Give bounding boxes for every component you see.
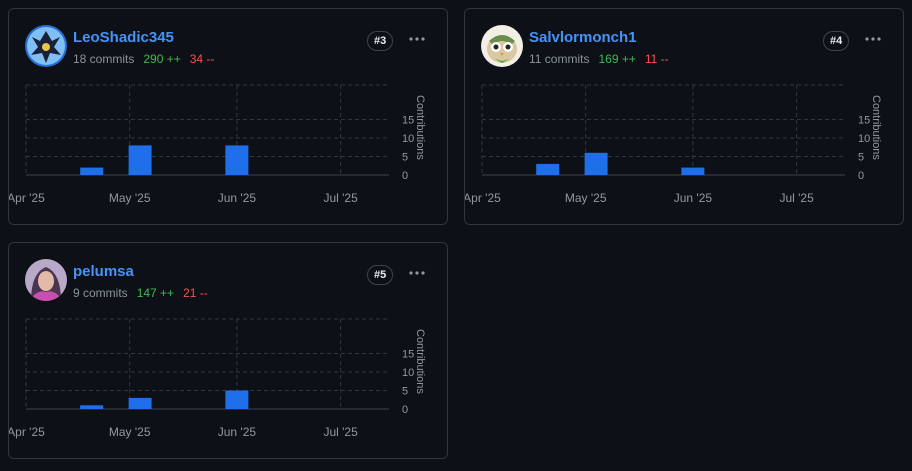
additions-count: 147 ++ <box>136 286 175 300</box>
commit-stats: 18 commits 290 ++ 34 -- <box>73 52 214 66</box>
rank-badge: #5 <box>367 265 394 285</box>
commit-stats: 11 commits 169 ++ 11 -- <box>529 52 669 66</box>
y-tick-label: 15 <box>402 349 414 361</box>
x-tick-label: Apr '25 <box>9 191 45 205</box>
kebab-horizontal-icon <box>865 37 881 41</box>
commit-count[interactable]: 11 commits <box>529 52 590 66</box>
more-options-button[interactable] <box>405 263 429 283</box>
username-link[interactable]: pelumsa <box>73 263 134 280</box>
rank-badge: #3 <box>367 31 394 51</box>
x-tick-label: Jun '25 <box>674 191 713 205</box>
x-tick-label: Apr '25 <box>9 425 45 439</box>
commit-count[interactable]: 18 commits <box>73 52 135 66</box>
x-tick-label: Apr '25 <box>465 191 501 205</box>
y-tick-label: 15 <box>858 115 870 127</box>
additions-count: 169 ++ <box>598 52 636 66</box>
contribution-bar <box>584 152 608 175</box>
contributor-card: 0 5 10 15 Apr '25 May '25 Jun '25 Jul '25 Contri… <box>8 242 448 459</box>
x-tick-label: Jun '25 <box>218 425 257 439</box>
y-tick-label: 5 <box>402 386 408 398</box>
commit-count[interactable]: 9 commits <box>73 286 128 300</box>
contributor-card: 0 5 10 15 Apr '25 May '25 Jun '25 Jul '25 Contri… <box>8 8 448 225</box>
contribution-bar <box>128 145 152 175</box>
kebab-horizontal-icon <box>409 37 425 41</box>
x-tick-label: Jul '25 <box>323 425 358 439</box>
contribution-bar <box>225 145 249 175</box>
contribution-chart: 0 5 10 15 Apr '25 May '25 Jun '25 Jul '25 Contri… <box>9 318 426 439</box>
more-options-button[interactable] <box>861 29 885 49</box>
contribution-bar <box>80 405 104 409</box>
avatar[interactable] <box>25 259 67 301</box>
kebab-horizontal-icon <box>409 271 425 275</box>
y-tick-label: 10 <box>402 367 414 379</box>
avatar[interactable] <box>481 25 523 67</box>
contribution-bar <box>536 163 560 175</box>
y-axis-label: Contributions <box>414 95 426 160</box>
x-tick-label: Jul '25 <box>323 191 358 205</box>
x-tick-label: May '25 <box>109 191 151 205</box>
deletions-count: 21 -- <box>183 286 208 300</box>
x-tick-label: May '25 <box>109 425 151 439</box>
contribution-chart: 0 5 10 15 Apr '25 May '25 Jun '25 Jul '25 Contri… <box>465 84 882 205</box>
rank-badge: #4 <box>823 31 850 51</box>
y-axis-label: Contributions <box>414 329 426 394</box>
contribution-bar <box>128 397 152 409</box>
y-tick-label: 10 <box>402 133 414 145</box>
y-tick-label: 5 <box>858 152 864 164</box>
y-axis-label: Contributions <box>870 95 882 160</box>
x-tick-label: Jun '25 <box>218 191 257 205</box>
more-options-button[interactable] <box>405 29 429 49</box>
y-tick-label: 0 <box>858 170 864 182</box>
y-tick-label: 5 <box>402 152 408 164</box>
x-tick-label: May '25 <box>565 191 607 205</box>
y-tick-label: 0 <box>402 170 408 182</box>
username-link[interactable]: Salvlormonch1 <box>529 29 637 46</box>
contribution-bar <box>80 167 104 175</box>
x-tick-label: Jul '25 <box>779 191 814 205</box>
additions-count: 290 ++ <box>143 52 181 66</box>
contributor-card: 0 5 10 15 Apr '25 May '25 Jun '25 Jul '25 Contri… <box>464 8 904 225</box>
y-tick-label: 10 <box>858 133 870 145</box>
deletions-count: 34 -- <box>189 52 215 66</box>
contribution-bar <box>681 167 705 175</box>
commit-stats: 9 commits 147 ++ 21 -- <box>73 286 208 300</box>
contribution-chart: 0 5 10 15 Apr '25 May '25 Jun '25 Jul '25 Contri… <box>9 84 426 205</box>
y-tick-label: 0 <box>402 404 408 416</box>
contribution-bar <box>225 390 249 409</box>
avatar[interactable] <box>25 25 67 67</box>
deletions-count: 11 -- <box>644 52 669 66</box>
y-tick-label: 15 <box>402 115 414 127</box>
username-link[interactable]: LeoShadic345 <box>73 29 174 46</box>
